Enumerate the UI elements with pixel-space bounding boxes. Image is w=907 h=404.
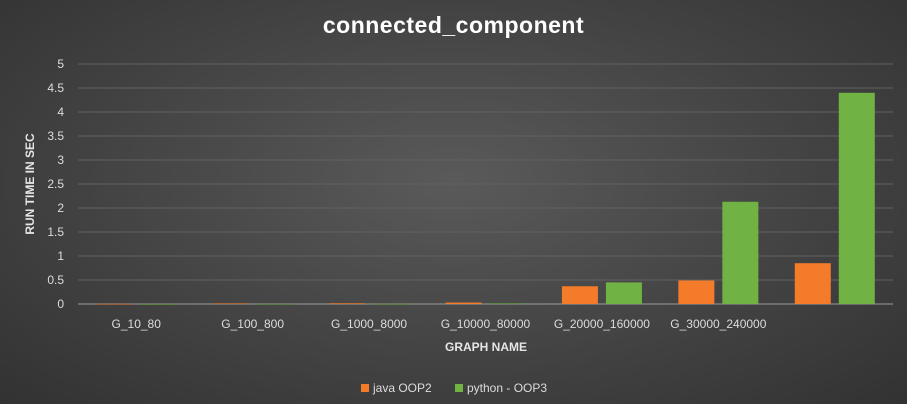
legend-swatch <box>455 384 463 392</box>
y-tick-label: 4.5 <box>47 81 64 95</box>
legend-label: java OOP2 <box>372 381 432 395</box>
bar-python-0 <box>140 303 177 305</box>
x-axis-ticks: G_10_80 G_100_800 G_1000_8000 G_10000_80000… <box>112 317 767 331</box>
y-tick-label: 0 <box>57 297 64 311</box>
bar-java-6 <box>794 263 831 304</box>
x-tick-label: G_30000_240000 <box>670 317 766 331</box>
x-tick-label: G_10000_80000 <box>441 317 531 331</box>
y-tick-label: 1.5 <box>47 225 64 239</box>
chart-title: connected_component <box>322 12 585 38</box>
y-tick-label: 5 <box>57 57 64 71</box>
bar-python-3 <box>489 303 526 305</box>
x-tick-label: G_10_80 <box>112 317 162 331</box>
y-tick-label: 0.5 <box>47 273 64 287</box>
y-axis-ticks: 0 0.5 1 1.5 2 2.5 3 3.5 4 4.5 5 <box>47 57 64 311</box>
bar-java-4 <box>561 286 598 304</box>
gridlines <box>78 63 893 305</box>
x-tick-label: G_100_800 <box>221 317 284 331</box>
y-tick-label: 2.5 <box>47 177 64 191</box>
legend-label: python - OOP3 <box>467 381 547 395</box>
x-tick-label: G_20000_160000 <box>554 317 650 331</box>
bar-python-6 <box>838 92 875 304</box>
bar-java-5 <box>678 280 715 304</box>
y-axis-title: RUN TIME IN SEC <box>23 133 37 235</box>
bar-python-5 <box>722 201 759 304</box>
y-tick-label: 1 <box>57 249 64 263</box>
bar-java-3 <box>445 302 482 304</box>
y-tick-label: 2 <box>57 201 64 215</box>
bars <box>96 92 875 305</box>
legend-swatch <box>361 384 369 392</box>
bar-python-4 <box>605 282 642 304</box>
y-tick-label: 3 <box>57 153 64 167</box>
x-axis-title: GRAPH NAME <box>445 340 527 354</box>
y-tick-label: 3.5 <box>47 129 64 143</box>
bar-java-1 <box>212 303 249 305</box>
x-tick-label: G_1000_8000 <box>331 317 407 331</box>
legend: java OOP2 python - OOP3 <box>361 381 547 395</box>
bar-java-0 <box>96 303 133 305</box>
bar-python-2 <box>373 303 410 305</box>
y-tick-label: 4 <box>57 105 64 119</box>
bar-java-2 <box>329 303 366 304</box>
bar-python-1 <box>256 303 293 305</box>
